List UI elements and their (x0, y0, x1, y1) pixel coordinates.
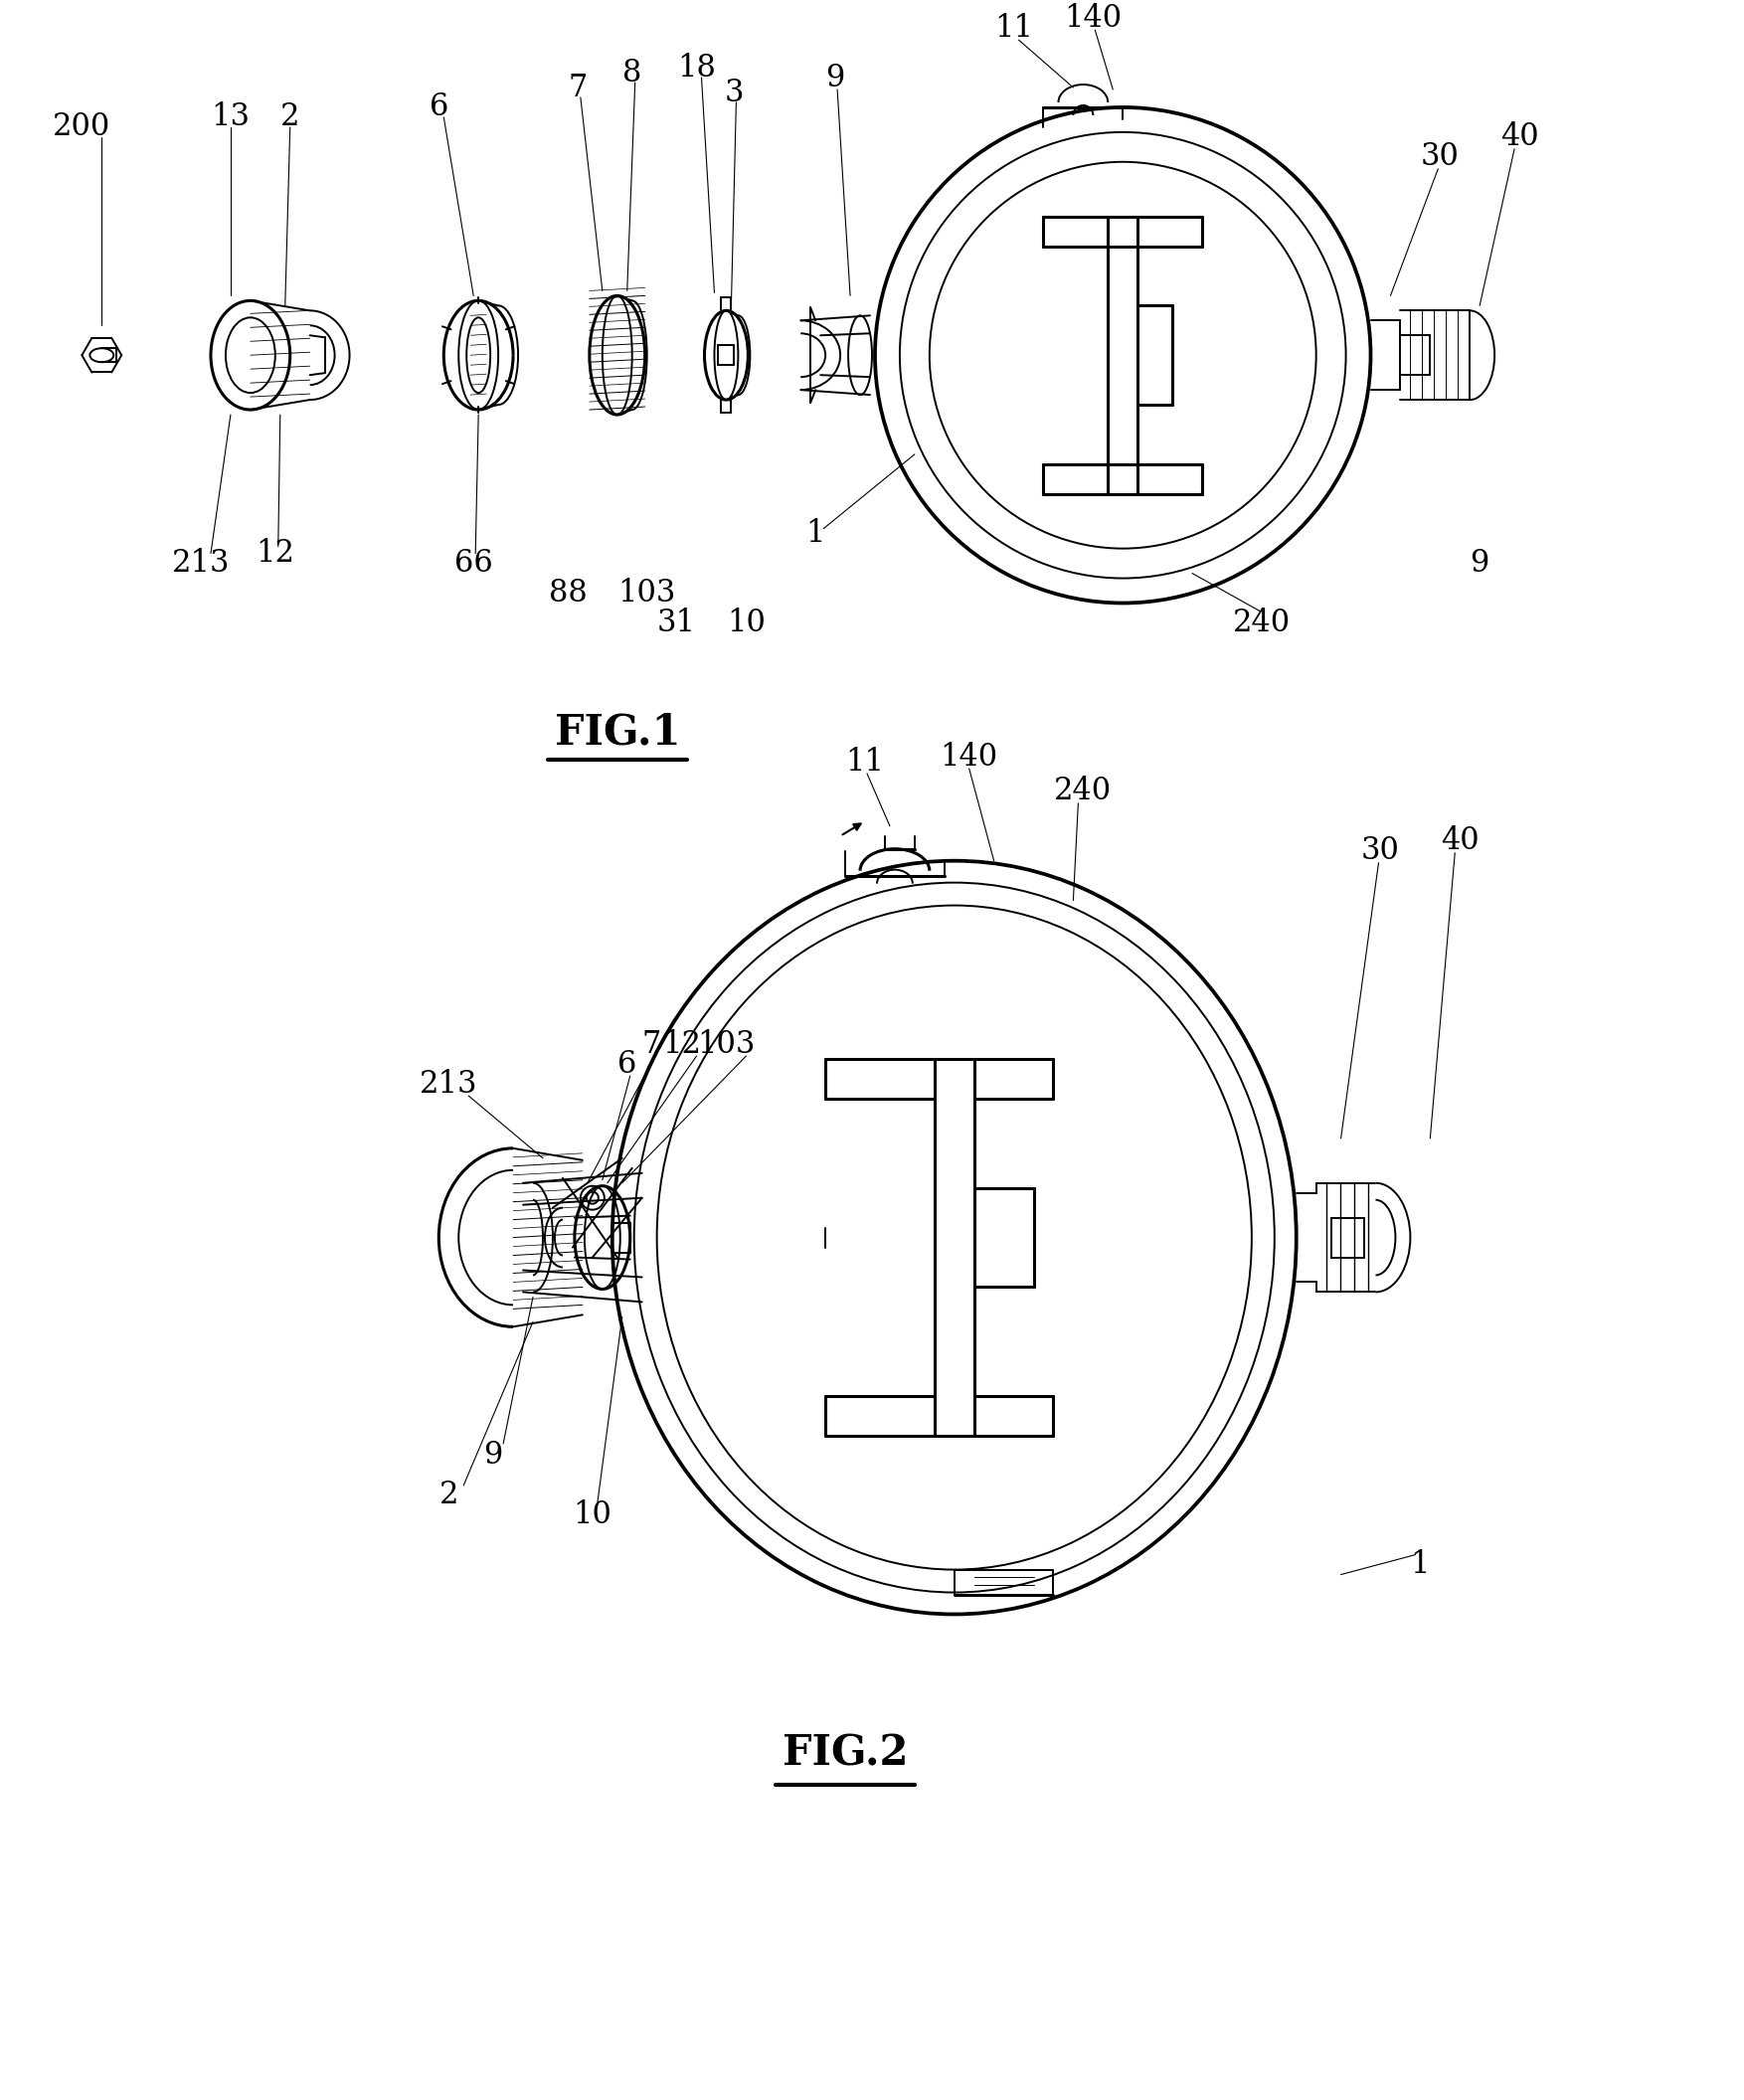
Text: 103: 103 (617, 578, 677, 609)
Text: 7: 7 (642, 1029, 661, 1060)
Text: 200: 200 (52, 111, 112, 143)
Text: 3: 3 (724, 78, 745, 107)
Text: 9: 9 (483, 1441, 502, 1470)
Text: 18: 18 (677, 52, 715, 84)
Text: 9: 9 (825, 63, 844, 92)
Text: 103: 103 (698, 1029, 755, 1060)
Text: 11: 11 (994, 13, 1032, 44)
Text: 13: 13 (211, 101, 249, 132)
Text: 40: 40 (1441, 825, 1479, 857)
Text: 11: 11 (846, 746, 884, 777)
Text: 30: 30 (1362, 836, 1400, 867)
Text: 88: 88 (548, 578, 588, 609)
Text: 1: 1 (1411, 1550, 1430, 1579)
Text: 66: 66 (453, 548, 494, 580)
Text: 12: 12 (256, 538, 295, 569)
Text: 240: 240 (1055, 777, 1113, 806)
Text: 12: 12 (663, 1029, 701, 1060)
Text: 2: 2 (439, 1480, 459, 1510)
Text: FIG.1: FIG.1 (555, 712, 680, 752)
Text: 140: 140 (940, 741, 998, 773)
Text: 30: 30 (1421, 141, 1460, 172)
Text: 7: 7 (569, 71, 588, 103)
Text: 10: 10 (727, 607, 766, 638)
Text: 140: 140 (1064, 2, 1121, 34)
Text: 8: 8 (623, 57, 642, 88)
Text: 10: 10 (574, 1499, 612, 1531)
Text: 31: 31 (657, 607, 696, 638)
Text: 40: 40 (1500, 122, 1538, 153)
Text: 213: 213 (171, 548, 230, 580)
Text: 213: 213 (420, 1069, 478, 1098)
Text: 9: 9 (1470, 548, 1489, 580)
Text: 1: 1 (806, 519, 825, 548)
Text: FIG.2: FIG.2 (783, 1732, 909, 1774)
Text: 6: 6 (617, 1048, 637, 1079)
Text: 6: 6 (429, 92, 448, 122)
Text: 2: 2 (281, 101, 300, 132)
Text: 240: 240 (1233, 607, 1291, 638)
